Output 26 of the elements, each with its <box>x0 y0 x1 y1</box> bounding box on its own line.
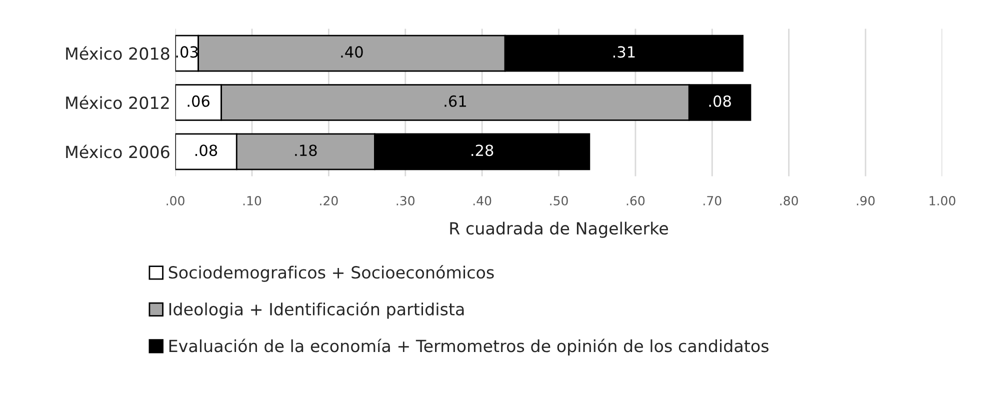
data-label: .28 <box>472 144 494 156</box>
data-label: .08 <box>195 144 218 156</box>
data-label: .31 <box>613 46 635 58</box>
x-tick-label: .30 <box>396 196 414 206</box>
x-tick-label: .20 <box>320 196 338 206</box>
data-label: .18 <box>295 144 317 156</box>
x-tick-label: .40 <box>473 196 492 206</box>
data-label: .08 <box>709 95 731 107</box>
x-axis-title: R cuadrada de Nagelkerke <box>450 222 668 238</box>
x-tick-label: .00 <box>166 196 184 206</box>
legend-label: Sociodemograficos + Socioeconómicos <box>168 265 494 282</box>
y-tick-label: México 2012 <box>66 96 169 110</box>
data-label: .61 <box>444 95 466 107</box>
x-tick-label: .80 <box>780 196 798 206</box>
y-tick-label: México 2006 <box>66 144 170 158</box>
x-tick-label: .10 <box>243 196 262 206</box>
x-tick-label: .60 <box>626 196 645 206</box>
x-tick-label: 1.00 <box>930 196 956 206</box>
data-label: .06 <box>188 95 210 107</box>
x-tick-label: .70 <box>704 196 722 206</box>
legend-label: Ideologia + Identificación partidista <box>169 302 464 319</box>
legend-label: Evaluación de la economía + Termometros de opinión de los candidatos <box>169 338 768 356</box>
x-tick-label: .90 <box>856 196 875 206</box>
y-tick-label: México 2018 <box>66 46 170 60</box>
data-label: .40 <box>341 46 363 58</box>
x-tick-label: .50 <box>550 196 568 206</box>
